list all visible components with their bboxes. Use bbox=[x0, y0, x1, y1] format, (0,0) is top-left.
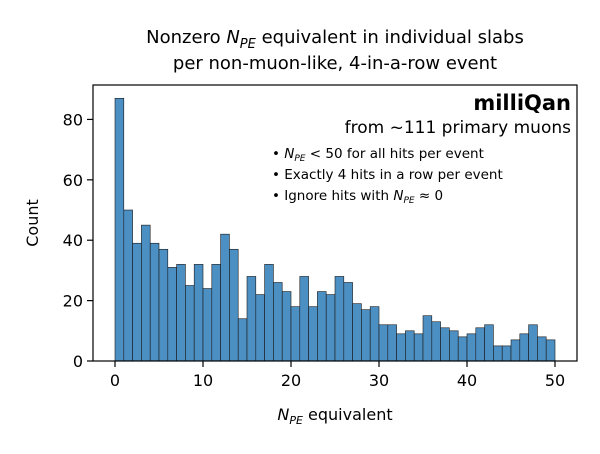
histogram-bar bbox=[202, 288, 213, 362]
histogram-bar bbox=[132, 242, 142, 362]
x-axis-label: NPE equivalent bbox=[277, 405, 392, 427]
annotation-bullet-text-after: < 50 for all hits per event bbox=[306, 146, 484, 162]
x-tick-label: 20 bbox=[281, 371, 301, 390]
histogram-bar bbox=[334, 276, 345, 362]
histogram-bar bbox=[440, 327, 450, 362]
histogram-bar bbox=[176, 264, 186, 362]
histogram-bar bbox=[281, 291, 292, 362]
histogram-bar bbox=[167, 267, 177, 362]
histogram-bar bbox=[387, 324, 397, 362]
annotation-bullet: • Ignore hits with NPE ≈ 0 bbox=[272, 188, 443, 206]
histogram-bar bbox=[185, 285, 195, 362]
chart-title-line-subscript: PE bbox=[240, 37, 257, 52]
histogram-bar bbox=[528, 324, 538, 362]
y-tick-label: 80 bbox=[63, 110, 83, 129]
histogram-bar bbox=[475, 327, 485, 362]
bars-group bbox=[114, 97, 556, 362]
y-axis-ticks: 0 20 40 60 80 bbox=[63, 110, 93, 371]
brand-label: milliQan bbox=[473, 91, 571, 115]
y-tick-label: 60 bbox=[63, 171, 83, 190]
histogram-bar bbox=[493, 345, 503, 362]
annotation-bullet-text: • Exactly 4 hits in a row per event bbox=[272, 167, 503, 183]
chart-title-line: per non-muon-like, 4-in-a-row event bbox=[173, 53, 497, 74]
histogram-bar bbox=[431, 321, 441, 362]
chart-title-line-text-after: equivalent in individual slabs bbox=[256, 27, 524, 48]
chart-title-line: Nonzero NPE equivalent in individual sla… bbox=[146, 27, 524, 52]
histogram-bar bbox=[413, 333, 424, 362]
histogram-bar bbox=[484, 324, 494, 362]
histogram-bar bbox=[290, 306, 301, 362]
x-tick-label: 50 bbox=[545, 371, 565, 390]
annotation-bullet: • Exactly 4 hits in a row per event bbox=[272, 167, 503, 183]
histogram-bar bbox=[299, 276, 309, 362]
histogram-bar bbox=[422, 315, 433, 362]
chart-title-line-text: per non-muon-like, 4-in-a-row event bbox=[173, 53, 497, 74]
annotation-bullet-text-after: ≈ 0 bbox=[415, 188, 443, 204]
x-tick-label: 10 bbox=[193, 371, 213, 390]
x-axis-ticks: 0 10 20 30 40 50 bbox=[110, 361, 565, 390]
histogram-bar bbox=[317, 291, 327, 362]
annotation-bullet-text: • bbox=[272, 146, 284, 162]
histogram-bar bbox=[519, 333, 529, 362]
histogram-bar bbox=[378, 324, 389, 362]
x-axis-label-text-text-after: equivalent bbox=[303, 405, 393, 424]
histogram-bar bbox=[273, 282, 283, 362]
histogram-bar bbox=[158, 248, 169, 362]
annotation-bullet-subscript: PE bbox=[294, 154, 305, 164]
annotation-box: milliQan from ~111 primary muons • NPE <… bbox=[272, 91, 571, 206]
annotation-bullet-symbol: N bbox=[393, 188, 403, 204]
histogram-bar bbox=[220, 233, 230, 362]
histogram-bar bbox=[352, 303, 362, 362]
histogram-bar bbox=[141, 224, 151, 362]
y-tick-label: 20 bbox=[63, 292, 83, 311]
annotation-bullet: • NPE < 50 for all hits per event bbox=[272, 146, 484, 164]
x-tick-label: 40 bbox=[457, 371, 477, 390]
y-axis-label: Count bbox=[23, 199, 42, 247]
histogram-bar bbox=[361, 309, 371, 362]
histogram-bar bbox=[114, 97, 125, 362]
histogram-bar bbox=[149, 242, 160, 362]
chart-title-line-text: Nonzero bbox=[146, 27, 226, 48]
histogram-bar bbox=[510, 339, 521, 362]
histogram-bar bbox=[264, 264, 274, 362]
chart-title: Nonzero NPE equivalent in individual sla… bbox=[146, 27, 524, 74]
histogram-bar bbox=[123, 209, 133, 362]
axes-frame bbox=[92, 84, 578, 362]
histogram-bar bbox=[545, 339, 556, 362]
histogram-bar bbox=[229, 248, 239, 362]
annotation-bullet-text: • Ignore hits with bbox=[272, 188, 393, 204]
y-tick-label: 0 bbox=[73, 352, 83, 371]
x-tick-label: 0 bbox=[110, 371, 120, 390]
histogram-bar bbox=[343, 282, 353, 362]
histogram-bar bbox=[396, 333, 406, 362]
histogram-bar bbox=[237, 318, 248, 362]
histogram-bar bbox=[405, 330, 415, 362]
histogram-bar bbox=[466, 333, 477, 362]
histogram-bar bbox=[193, 264, 204, 362]
annotation-bullet-subscript: PE bbox=[403, 196, 414, 206]
histogram-bar bbox=[255, 294, 265, 362]
chart-title-line-symbol: N bbox=[226, 27, 239, 48]
histogram-bar bbox=[537, 336, 547, 362]
histogram-bar bbox=[308, 306, 318, 362]
annotation-subtitle: from ~111 primary muons bbox=[345, 118, 572, 138]
histogram-bar bbox=[211, 264, 221, 362]
x-tick-label: 30 bbox=[369, 371, 389, 390]
y-tick-label: 40 bbox=[63, 231, 83, 250]
x-axis-label-text-subscript: PE bbox=[289, 414, 303, 427]
histogram-bar bbox=[325, 294, 336, 362]
histogram-bar bbox=[449, 330, 459, 362]
histogram-bar bbox=[501, 345, 512, 362]
histogram-bar bbox=[246, 276, 257, 362]
x-axis-label-text-symbol: N bbox=[277, 405, 289, 424]
histogram-bar bbox=[457, 336, 468, 362]
histogram-bar bbox=[369, 306, 380, 362]
x-axis-label-text: NPE equivalent bbox=[277, 405, 392, 427]
annotation-bullet-symbol: N bbox=[284, 146, 294, 162]
